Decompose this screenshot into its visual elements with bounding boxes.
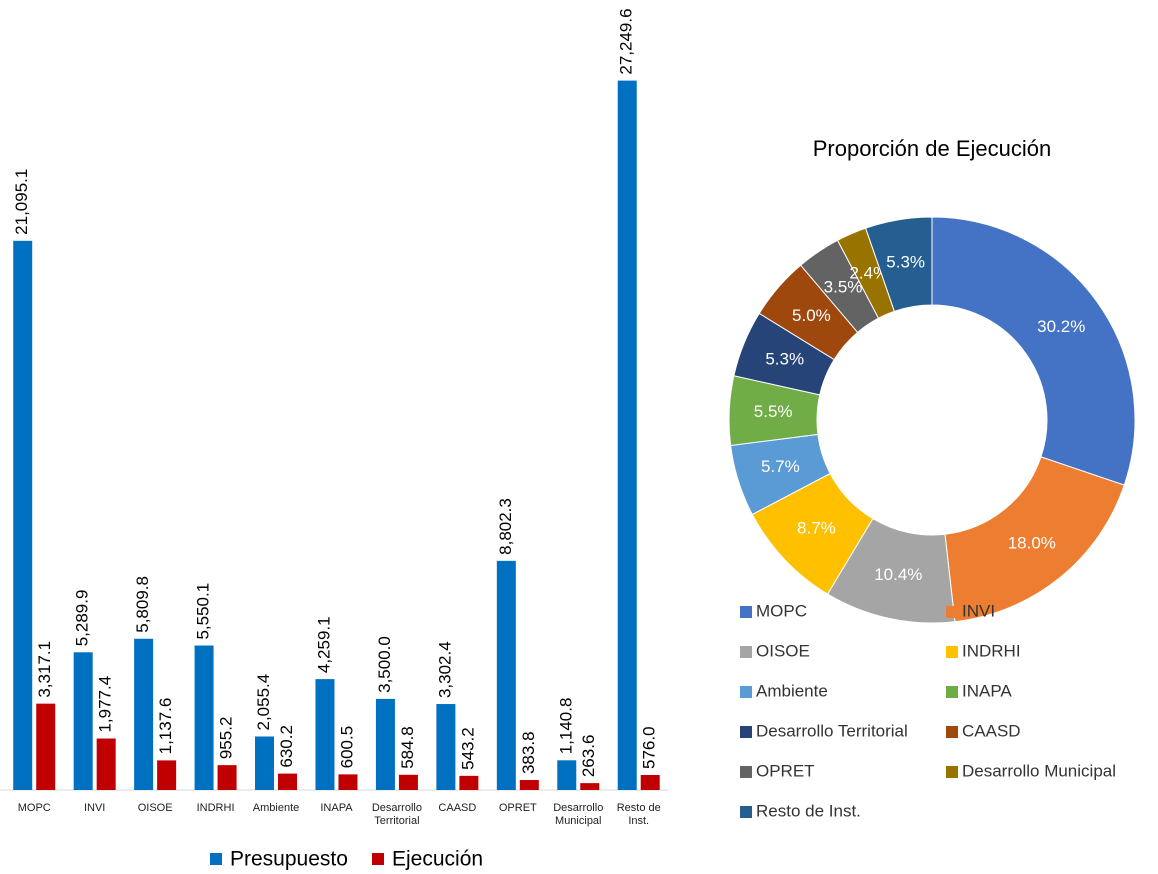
data-label: 263.6	[579, 735, 598, 778]
bar	[398, 774, 418, 790]
x-tick-label: Ambiente	[252, 802, 300, 814]
data-label: 576.0	[640, 726, 659, 769]
donut-slice	[944, 456, 1125, 623]
legend-swatch	[210, 853, 222, 865]
legend-label: INAPA	[962, 681, 1012, 700]
x-tick-label: INDRHI	[196, 802, 235, 814]
data-label: 5,550.1	[194, 583, 213, 640]
legend-label: INVI	[962, 601, 995, 620]
data-label: 5,809.8	[133, 576, 152, 633]
bar	[194, 645, 214, 790]
legend-swatch	[740, 766, 752, 778]
legend-label: INDRHI	[962, 641, 1021, 660]
data-label: 30.2%	[1037, 317, 1085, 336]
legend-swatch	[740, 606, 752, 618]
legend-label: Presupuesto	[230, 848, 348, 871]
bar	[459, 775, 479, 790]
x-tick-label: Resto de Inst.	[616, 802, 661, 827]
data-label: 955.2	[217, 717, 236, 760]
data-label: 21,095.1	[12, 169, 31, 235]
legend-label: Ambiente	[756, 681, 828, 700]
legend-label: MOPC	[756, 601, 807, 620]
donut-slice	[931, 216, 1136, 486]
bar	[436, 704, 456, 790]
data-label: 10.4%	[874, 565, 922, 584]
bar	[519, 780, 539, 790]
data-label: 5,289.9	[73, 590, 92, 647]
x-tick-label: OISOE	[137, 802, 173, 814]
bar	[13, 240, 33, 791]
legend-label: Desarrollo Territorial	[756, 721, 908, 740]
legend-label: OISOE	[756, 641, 810, 660]
bar	[557, 760, 577, 790]
legend-swatch	[740, 806, 752, 818]
bar	[617, 80, 637, 791]
bar	[315, 679, 335, 790]
data-label: 630.2	[277, 725, 296, 768]
legend-swatch	[946, 686, 958, 698]
legend-label: Resto de Inst.	[756, 801, 861, 820]
data-label: 3,302.4	[435, 641, 454, 698]
bar	[36, 703, 56, 790]
legend-label: CAASD	[962, 721, 1021, 740]
x-tick-label: CAASD	[438, 802, 477, 814]
data-label: 5.3%	[765, 350, 804, 369]
x-tick-label: Desarrollo Municipal	[553, 802, 604, 827]
data-label: 8.7%	[797, 519, 836, 538]
legend-label: OPRET	[756, 761, 815, 780]
legend-swatch	[946, 726, 958, 738]
data-label: 5.7%	[761, 457, 800, 476]
x-tick-label: OPRET	[498, 802, 537, 814]
legend-label: Desarrollo Municipal	[962, 761, 1116, 780]
bar	[338, 774, 358, 790]
bar	[580, 783, 600, 790]
legend-swatch	[740, 726, 752, 738]
bar	[96, 738, 116, 790]
data-label: 18.0%	[1008, 533, 1056, 552]
legend-swatch	[946, 766, 958, 778]
data-label: 2,055.4	[254, 674, 273, 731]
bar	[73, 652, 93, 790]
chart-title: Proporción de Ejecución	[813, 136, 1051, 161]
bar	[375, 698, 395, 790]
data-label: 543.2	[458, 727, 477, 770]
x-tick-label: MOPC	[17, 802, 51, 814]
data-label: 27,249.6	[617, 8, 636, 74]
legend-swatch	[372, 853, 384, 865]
legend-swatch	[946, 646, 958, 658]
legend-swatch	[946, 606, 958, 618]
legend-swatch	[740, 686, 752, 698]
data-label: 1,140.8	[556, 698, 575, 755]
data-label: 383.8	[519, 731, 538, 774]
bar	[278, 773, 298, 790]
bar	[157, 760, 177, 790]
data-label: 3.5%	[824, 278, 863, 297]
data-label: 584.8	[398, 726, 417, 769]
bar	[255, 736, 275, 790]
data-label: 2.4%	[849, 264, 888, 283]
data-label: 8,802.3	[496, 498, 515, 555]
data-label: 1,137.6	[156, 698, 175, 755]
legend-swatch	[740, 646, 752, 658]
data-label: 5.3%	[886, 253, 925, 272]
legend-label: Ejecución	[392, 848, 483, 871]
x-tick-label: INAPA	[320, 802, 353, 814]
data-label: 600.5	[337, 726, 356, 769]
bar	[496, 560, 516, 790]
data-label: 5.0%	[792, 306, 831, 325]
x-tick-label: INVI	[83, 802, 106, 814]
bar	[217, 765, 237, 790]
data-label: 3,317.1	[35, 641, 54, 698]
bar	[640, 775, 660, 790]
data-label: 5.5%	[754, 402, 793, 421]
data-label: 1,977.4	[96, 676, 115, 733]
data-label: 4,259.1	[314, 616, 333, 673]
data-label: 3,500.0	[375, 636, 394, 693]
x-tick-label: Desarrollo Territorial	[371, 802, 422, 827]
donut-slice	[865, 216, 933, 312]
bar	[134, 638, 154, 790]
